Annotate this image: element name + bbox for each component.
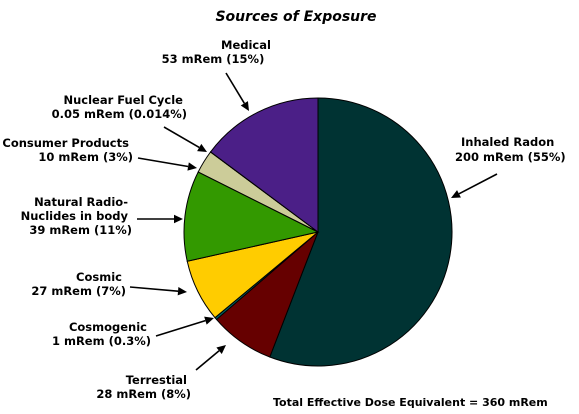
label-medical-name: Medical bbox=[221, 38, 271, 52]
label-medical: Medical 53 mRem (15%) bbox=[162, 38, 275, 66]
label-nuclear-fuel-cycle: Nuclear Fuel Cycle 0.05 mRem (0.014%) bbox=[52, 93, 187, 121]
label-consumer-products-name: Consumer Products bbox=[2, 136, 129, 150]
arrow-cosmic bbox=[129, 286, 187, 296]
total-dose-label: Total Effective Dose Equivalent = 360 mR… bbox=[273, 396, 548, 409]
label-natural-radionuclides: Natural Radio- Nuclides in body 39 mRem … bbox=[21, 195, 132, 237]
label-cosmic: Cosmic 27 mRem (7%) bbox=[31, 270, 126, 298]
slice-natural-radio-nuclides-in-body bbox=[183, 171, 320, 262]
slice-inhaled-radon bbox=[269, 97, 453, 367]
label-cosmogenic-value: 1 mRem (0.3%) bbox=[52, 334, 151, 348]
label-terrestial-value: 28 mRem (8%) bbox=[96, 387, 191, 401]
label-cosmic-value: 27 mRem (7%) bbox=[31, 284, 126, 298]
arrow-nuclear-fuel-cycle bbox=[163, 126, 207, 152]
slice-medical bbox=[209, 97, 319, 233]
label-consumer-products-value: 10 mRem (3%) bbox=[38, 150, 133, 164]
label-cosmogenic: Cosmogenic 1 mRem (0.3%) bbox=[52, 320, 151, 348]
arrow-cosmogenic bbox=[155, 316, 214, 337]
label-nuclear-fuel-cycle-value: 0.05 mRem (0.014%) bbox=[52, 107, 187, 121]
arrow-consumer-products bbox=[137, 157, 197, 171]
arrow-terrestial bbox=[195, 345, 226, 371]
label-consumer-products: Consumer Products 10 mRem (3%) bbox=[2, 136, 133, 164]
label-natural-radionuclides-value: 39 mRem (11%) bbox=[29, 223, 132, 237]
label-arrows bbox=[129, 72, 498, 371]
arrow-natural-radionuclides bbox=[137, 214, 183, 224]
label-cosmic-name: Cosmic bbox=[76, 270, 122, 284]
chart-title: Sources of Exposure bbox=[215, 9, 376, 25]
label-natural-radionuclides-line2: Nuclides in body bbox=[21, 209, 129, 223]
pie-slices bbox=[183, 97, 453, 367]
label-cosmogenic-name: Cosmogenic bbox=[69, 320, 147, 334]
label-natural-radionuclides-line1: Natural Radio- bbox=[34, 195, 128, 209]
arrow-inhaled-radon bbox=[451, 173, 498, 198]
arrow-medical bbox=[225, 72, 249, 111]
label-nuclear-fuel-cycle-name: Nuclear Fuel Cycle bbox=[63, 93, 183, 107]
label-inhaled-radon-value: 200 mRem (55%) bbox=[455, 150, 566, 164]
label-inhaled-radon-name: Inhaled Radon bbox=[461, 135, 554, 149]
label-terrestial: Terrestial 28 mRem (8%) bbox=[96, 373, 191, 401]
label-medical-value: 53 mRem (15%) bbox=[162, 52, 265, 66]
label-terrestial-name: Terrestial bbox=[126, 373, 187, 387]
label-inhaled-radon: Inhaled Radon 200 mRem (55%) bbox=[455, 135, 566, 164]
